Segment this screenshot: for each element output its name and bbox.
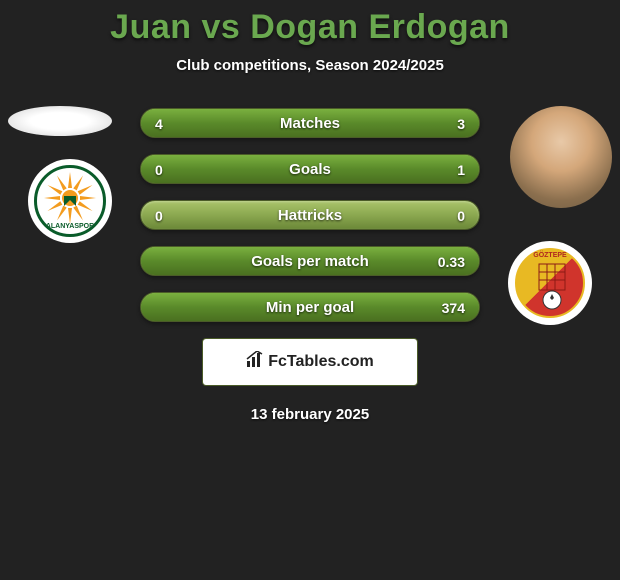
stat-bar: 0.33Goals per match bbox=[140, 246, 480, 276]
club-right-logo: GÖZTEPE bbox=[508, 241, 592, 325]
stat-bars: 43Matches 01Goals 00Hattricks 0.33Goals per… bbox=[140, 106, 480, 322]
footer-brand[interactable]: FcTables.com bbox=[202, 338, 418, 386]
page-title: Juan vs Dogan Erdogan bbox=[0, 8, 620, 47]
stat-label: Goals per match bbox=[141, 247, 479, 277]
footer-brand-text: FcTables.com bbox=[268, 353, 374, 371]
player-left-avatar bbox=[8, 106, 112, 136]
goztepe-badge-icon: GÖZTEPE bbox=[515, 248, 585, 318]
club-left-logo: ALANYASPOR bbox=[28, 159, 112, 243]
stat-label: Goals bbox=[141, 155, 479, 185]
stat-bar: 00Hattricks bbox=[140, 200, 480, 230]
goztepe-pattern-icon bbox=[517, 250, 587, 320]
stat-label: Matches bbox=[141, 109, 479, 139]
date-text: 13 february 2025 bbox=[0, 406, 620, 423]
stat-bar: 43Matches bbox=[140, 108, 480, 138]
stat-label: Min per goal bbox=[141, 293, 479, 323]
stat-bar: 01Goals bbox=[140, 154, 480, 184]
club-left-name: ALANYASPOR bbox=[37, 223, 103, 230]
player-right-avatar bbox=[510, 106, 612, 208]
alanyaspor-badge-icon: ALANYASPOR bbox=[34, 165, 106, 237]
stats-area: ALANYASPOR GÖZTEPE bbox=[0, 106, 620, 322]
comparison-card: Juan vs Dogan Erdogan Club competitions,… bbox=[0, 0, 620, 423]
chart-icon bbox=[246, 351, 264, 374]
subtitle: Club competitions, Season 2024/2025 bbox=[0, 57, 620, 74]
stat-label: Hattricks bbox=[141, 201, 479, 231]
stat-bar: 374Min per goal bbox=[140, 292, 480, 322]
